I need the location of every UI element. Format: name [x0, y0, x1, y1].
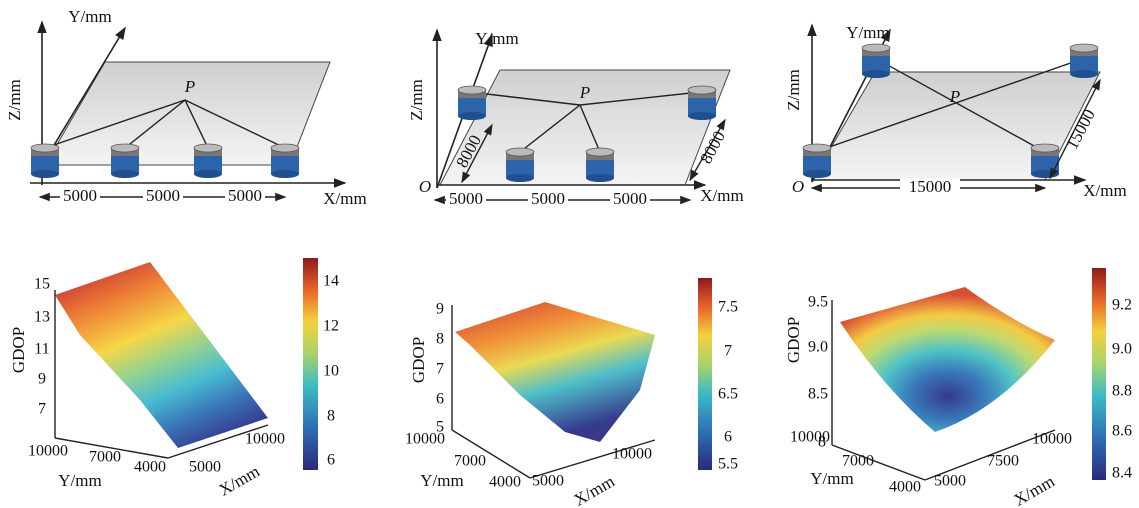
colorbar-tick-label: 9.0 [1112, 341, 1132, 358]
colorbar-tick-label: 6 [327, 452, 335, 469]
origin-label: O [792, 177, 804, 196]
z-tick-label: 9 [436, 301, 444, 318]
colorbar-tick-label: 10 [323, 363, 339, 380]
x-tick-label: 7500 [987, 453, 1019, 470]
point-label: P [579, 83, 590, 102]
y-axis-label: Y/mm [68, 7, 111, 26]
y-label: Y/mm [58, 471, 101, 490]
z-tick-label: 8 [818, 434, 826, 451]
colorbar-tick-label: 12 [323, 318, 339, 335]
z-tick-label: 9.5 [808, 294, 828, 311]
x-axis-label: X/mm [700, 186, 743, 205]
x-tick-label: 5000 [934, 473, 966, 490]
z-tick-label: 8.5 [808, 386, 828, 403]
point-label: P [184, 77, 195, 96]
gdop-plot-1: GDOP 15 13 11 9 7 10000 7000 4000 Y/mm 5… [9, 258, 339, 500]
colorbar-tick-label: 8.6 [1112, 423, 1132, 440]
z-tick-label: 8 [436, 331, 444, 348]
y-tick-label: 10000 [790, 429, 830, 446]
spacing: 5000 [531, 189, 565, 208]
colorbar-tick-label: 6.5 [718, 386, 738, 403]
z-axis-label: Z/mm [5, 79, 24, 121]
x-axis-label: X/mm [323, 189, 366, 208]
layout-3: Z/mm Y/mm X/mm P O 15000 15000 [784, 23, 1127, 200]
colorbar-tick-label: 6 [724, 429, 732, 446]
z-tick-label: 9.0 [808, 339, 828, 356]
z-tick-label: 5 [436, 419, 444, 436]
spacing: 5000 [146, 186, 180, 205]
x-label: X/mm [1011, 472, 1058, 508]
z-axis-label: Z/mm [784, 69, 803, 111]
colorbar-tick-label: 14 [323, 273, 339, 290]
colorbar-tick-label: 8.4 [1112, 465, 1132, 482]
y-tick-label: 7000 [89, 449, 121, 466]
y-axis-label: Y/mm [846, 23, 889, 42]
z-tick-label: 7 [38, 401, 46, 418]
spacing: 5000 [613, 189, 647, 208]
x-label: X/mm [571, 472, 618, 508]
spacing: 5000 [449, 189, 483, 208]
y-tick-label: 7000 [454, 453, 486, 470]
y-tick-label: 10000 [405, 431, 445, 448]
y-tick-label: 7000 [842, 453, 874, 470]
colorbar-tick-label: 5.5 [718, 456, 738, 473]
z-tick-label: 15 [34, 276, 50, 293]
gdop-plot-2: GDOP 9 8 7 6 5 10000 7000 4000 Y/mm 5000… [405, 278, 738, 508]
x-label: X/mm [216, 462, 263, 500]
colorbar-tick-label: 8.8 [1112, 383, 1132, 400]
x-tick-label: 10000 [1032, 431, 1072, 448]
y-tick-label: 4000 [889, 479, 921, 496]
z-tick-label: 13 [34, 309, 50, 326]
y-tick-label: 4000 [489, 474, 521, 491]
x-tick-label: 10000 [245, 431, 285, 448]
point-label: P [949, 87, 960, 106]
colorbar-tick-label: 7.5 [718, 299, 738, 316]
x-tick-label: 5000 [189, 459, 221, 476]
colorbar-tick-label: 9.2 [1112, 297, 1132, 314]
y-tick-label: 10000 [28, 443, 68, 460]
gdop-plot-3: GDOP 9.5 9.0 8.5 8 10000 7000 4000 Y/mm … [784, 268, 1132, 508]
y-tick-label: 4000 [134, 459, 166, 476]
x-tick-label: 5000 [532, 473, 564, 490]
z-label: GDOP [409, 337, 428, 383]
layout-2: Z/mm Y/mm X/mm P O 5000 5000 5000 8000 8… [407, 28, 744, 209]
z-tick-label: 6 [436, 391, 444, 408]
colorbar-tick-label: 7 [724, 343, 732, 360]
z-tick-label: 9 [38, 371, 46, 388]
spacing: 5000 [63, 186, 97, 205]
y-label: Y/mm [810, 469, 853, 488]
z-tick-label: 11 [34, 341, 49, 358]
colorbar-tick-label: 8 [327, 408, 335, 425]
spacing: 5000 [228, 186, 262, 205]
spacing: 15000 [909, 177, 952, 196]
z-label: GDOP [9, 327, 28, 373]
origin-label: O [419, 177, 431, 196]
x-tick-label: 10000 [612, 446, 652, 463]
z-axis-label: Z/mm [407, 79, 426, 121]
layout-1: Z/mm Y/mm X/mm P 5000 5000 5000 [5, 7, 367, 208]
x-axis-label: X/mm [1083, 181, 1126, 200]
z-label: GDOP [784, 317, 803, 363]
z-tick-label: 7 [436, 361, 444, 378]
y-label: Y/mm [420, 471, 463, 490]
y-axis-label: Y/mm [475, 29, 518, 48]
